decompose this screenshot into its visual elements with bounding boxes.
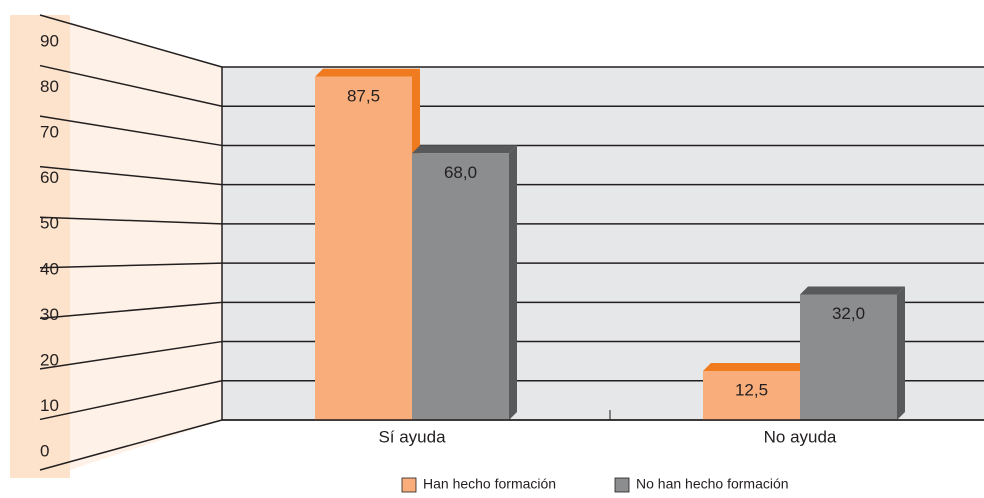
grid-line bbox=[39, 262, 223, 269]
legend-swatch bbox=[401, 477, 417, 493]
y-tick-label: 20 bbox=[40, 350, 59, 369]
bar-top bbox=[800, 286, 905, 295]
grid-line bbox=[39, 115, 223, 147]
value-label: 68,0 bbox=[444, 163, 477, 182]
grid-line bbox=[39, 301, 223, 320]
legend-label: No han hecho formación bbox=[636, 476, 789, 492]
value-label: 12,5 bbox=[735, 380, 768, 399]
x-tick-label: No ayuda bbox=[764, 427, 837, 446]
bar bbox=[315, 76, 412, 421]
legend-swatch bbox=[614, 477, 630, 493]
grid-line bbox=[39, 419, 223, 471]
y-tick-label: 60 bbox=[40, 168, 59, 187]
grid-line bbox=[39, 64, 223, 107]
grid-line bbox=[39, 14, 223, 68]
value-label: 32,0 bbox=[832, 304, 865, 323]
tick-panel bbox=[10, 15, 70, 478]
grid-line bbox=[39, 380, 223, 421]
value-label: 87,5 bbox=[347, 86, 380, 105]
grid-line bbox=[39, 340, 223, 370]
bar bbox=[800, 294, 897, 420]
y-tick-label: 30 bbox=[40, 305, 59, 324]
y-tick-label: 40 bbox=[40, 259, 59, 278]
y-tick-label: 80 bbox=[40, 77, 59, 96]
y-tick-label: 50 bbox=[40, 214, 59, 233]
bar-side bbox=[509, 145, 517, 421]
bar bbox=[412, 153, 509, 421]
x-tick-label: Sí ayuda bbox=[378, 427, 446, 446]
bar-top bbox=[315, 68, 420, 77]
y-tick-label: 10 bbox=[40, 396, 59, 415]
bar-top bbox=[703, 362, 808, 371]
grid-line bbox=[39, 165, 223, 186]
grid-line bbox=[39, 216, 223, 225]
legend-label: Han hecho formación bbox=[423, 476, 556, 492]
y-tick-label: 70 bbox=[40, 123, 59, 142]
y-tick-label: 0 bbox=[40, 441, 49, 460]
bar-side bbox=[897, 286, 905, 420]
y-tick-label: 90 bbox=[40, 31, 59, 50]
bar bbox=[703, 370, 800, 420]
bar-top bbox=[412, 145, 517, 154]
